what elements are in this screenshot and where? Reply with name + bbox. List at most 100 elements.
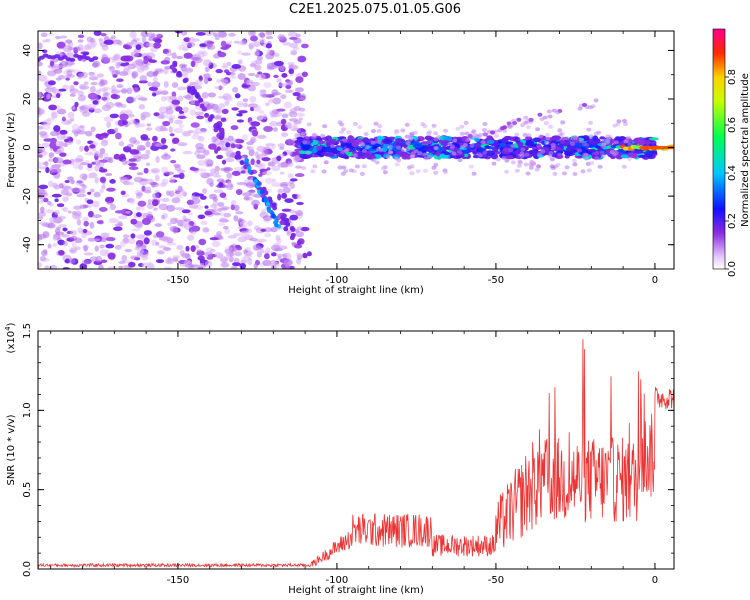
heatmap-cell [523, 115, 529, 120]
heatmap-cell [538, 134, 544, 139]
heatmap-cell [289, 178, 298, 182]
heatmap-cell [280, 118, 287, 125]
heatmap-cell [190, 60, 196, 68]
heatmap-cell [524, 152, 530, 157]
heatmap-cell [198, 238, 207, 246]
heatmap-cell [409, 131, 415, 136]
heatmap-cell [114, 127, 119, 133]
heatmap-cell [189, 108, 197, 116]
heatmap-cell [104, 196, 115, 204]
heatmap-cell [206, 172, 215, 177]
heatmap-cell [38, 200, 44, 204]
heatmap-cell [247, 165, 252, 171]
heatmap-cell [243, 196, 250, 201]
heatmap-cell [240, 39, 247, 46]
heatmap-cell [200, 195, 207, 200]
heatmap-cell [276, 79, 282, 84]
heatmap-cell [99, 237, 107, 243]
heatmap-cell [45, 209, 55, 214]
heatmap-cell [275, 234, 281, 241]
heatmap-cell [289, 214, 298, 221]
heatmap-cell [622, 118, 627, 123]
heatmap-cell [80, 104, 90, 112]
heatmap-cell [43, 197, 49, 203]
heatmap-cell [236, 101, 244, 108]
heatmap-cell [236, 138, 241, 143]
heatmap-cell [610, 144, 618, 149]
heatmap-cell [545, 132, 550, 137]
heatmap-cell [400, 128, 406, 133]
heatmap-cell [187, 129, 195, 134]
heatmap-cell [81, 111, 91, 117]
heatmap-cell [69, 88, 79, 94]
heatmap-cell [181, 209, 191, 214]
heatmap-cell [226, 172, 233, 179]
heatmap-cell [234, 144, 240, 148]
heatmap-cell [257, 238, 267, 243]
heatmap-cell [217, 51, 227, 58]
heatmap-cell [433, 131, 439, 136]
heatmap-cell [62, 159, 72, 165]
heatmap-cell [555, 110, 561, 115]
heatmap-cell [612, 123, 618, 128]
heatmap-cell [506, 141, 514, 145]
heatmap-cell [311, 132, 317, 137]
chart-title: C2E1.2025.075.01.05.G06 [288, 2, 462, 17]
heatmap-cell [277, 34, 286, 40]
heatmap-cell [212, 200, 218, 206]
heatmap-cell [133, 87, 139, 94]
heatmap-cell [593, 131, 599, 136]
heatmap-cell [261, 93, 269, 99]
heatmap-cell [254, 64, 262, 71]
heatmap-cell [52, 147, 58, 152]
heatmap-cell [254, 151, 259, 158]
heatmap-cell [225, 142, 231, 148]
heatmap-cell [69, 247, 78, 254]
heatmap-cell [52, 182, 58, 189]
heatmap-cell [216, 154, 224, 160]
heatmap-cell [87, 173, 96, 179]
heatmap-cell [614, 140, 620, 145]
heatmap-cell [361, 164, 367, 169]
heatmap-cell [336, 147, 343, 152]
heatmap-cell [39, 221, 48, 226]
heatmap-cell [284, 198, 294, 203]
heatmap-cell [105, 249, 110, 255]
heatmap-cell [89, 256, 99, 262]
heatmap-cell [230, 204, 236, 211]
heatmap-cell [82, 216, 89, 222]
heatmap-cell [155, 259, 165, 264]
heatmap-cell [393, 130, 399, 135]
heatmap-cell [217, 201, 225, 208]
heatmap-cell [258, 38, 266, 43]
heatmap-cell [99, 176, 107, 183]
heatmap-cell [525, 171, 531, 176]
heatmap-cell [109, 203, 117, 211]
heatmap-cell [305, 140, 311, 145]
heatmap-cell [81, 231, 87, 239]
heatmap-cell [59, 129, 68, 135]
heatmap-cell [482, 122, 488, 126]
heatmap-cell [543, 121, 549, 126]
heatmap-cell [508, 155, 514, 160]
heatmap-cell [409, 154, 415, 159]
heatmap-cell [276, 108, 286, 112]
heatmap-cell [104, 39, 114, 45]
heatmap-cell [145, 141, 151, 148]
heatmap-cell [185, 245, 190, 252]
heatmap-cell [359, 171, 365, 176]
heatmap-cell [197, 159, 206, 166]
heatmap-cell [147, 81, 152, 87]
heatmap-cell [183, 218, 192, 222]
heatmap-cell [451, 151, 457, 156]
heatmap-cell [476, 152, 482, 156]
heatmap-cell [241, 52, 251, 56]
heatmap-cell [281, 72, 288, 78]
heatmap-cell [301, 166, 307, 170]
heatmap-cell [292, 122, 298, 130]
heatmap-cell [99, 188, 104, 194]
heatmap-cell [256, 250, 263, 258]
heatmap-cell [61, 234, 70, 238]
snr-y-tick-label: 1.5 [22, 323, 33, 339]
heatmap-cell [376, 128, 382, 133]
